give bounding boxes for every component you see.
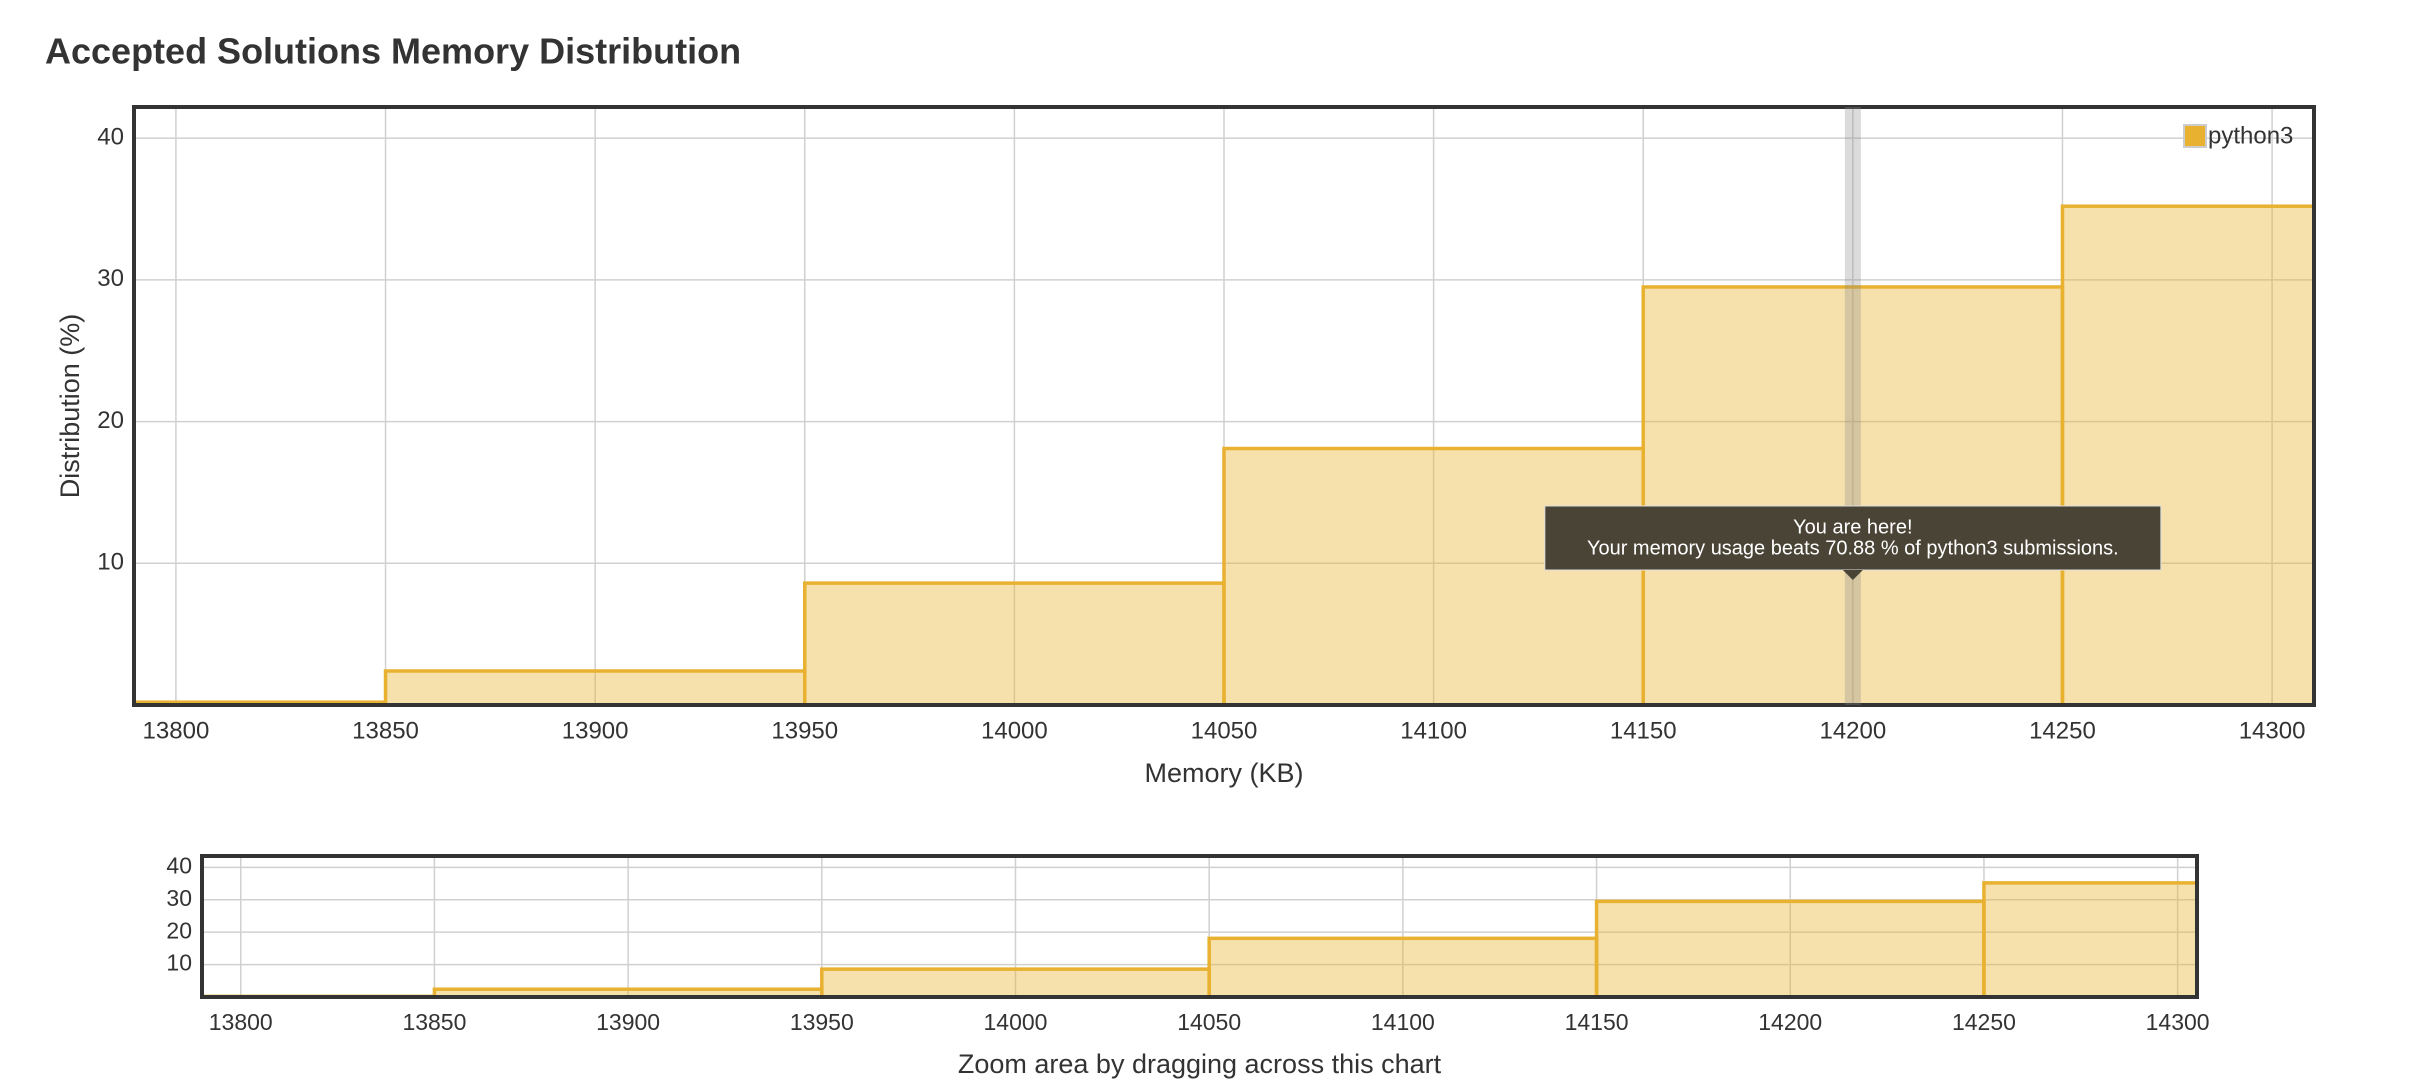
bar	[1207, 936, 1599, 997]
y-tick-label: 10	[166, 950, 192, 976]
y-axis-label: Distribution (%)	[55, 314, 85, 499]
x-tick-label: 13850	[402, 1009, 466, 1035]
legend-swatch[interactable]	[2183, 124, 2207, 148]
x-tick-label: 14300	[2239, 717, 2306, 744]
bar	[1641, 285, 2065, 705]
x-tick-label: 14100	[1371, 1009, 1435, 1035]
x-tick-label: 13950	[771, 717, 838, 744]
x-tick-label: 13850	[352, 717, 419, 744]
x-tick-label: 13900	[562, 717, 629, 744]
x-tick-label: 14000	[981, 717, 1048, 744]
y-tick-label: 40	[97, 124, 124, 151]
bar	[2060, 204, 2314, 705]
plot-frame	[200, 854, 2199, 999]
y-tick-label: 30	[97, 265, 124, 292]
bar	[1594, 899, 1986, 997]
tooltip-text: Your memory usage beats 70.88 % of pytho…	[1587, 537, 2119, 559]
x-tick-label: 13950	[790, 1009, 854, 1035]
x-tick-label: 13800	[209, 1009, 273, 1035]
legend-label[interactable]: python3	[2208, 122, 2293, 149]
y-tick-label: 10	[97, 549, 124, 576]
y-tick-label: 20	[166, 917, 192, 943]
bar	[1222, 446, 1645, 705]
tooltip-box	[1544, 505, 2162, 571]
x-tick-label: 14200	[1758, 1009, 1822, 1035]
bar	[1982, 881, 2197, 997]
tooltip-arrow	[1842, 570, 1863, 580]
bars	[134, 204, 2314, 705]
bar	[820, 967, 1211, 997]
x-tick-label: 14050	[1191, 717, 1258, 744]
bars	[202, 881, 2197, 997]
bar	[383, 669, 807, 705]
x-tick-label: 14050	[1177, 1009, 1241, 1035]
y-tick-label: 40	[166, 852, 192, 878]
x-tick-label: 14100	[1400, 717, 1467, 744]
marker-band	[1844, 107, 1861, 705]
tooltip-title: You are here!	[1793, 516, 1912, 538]
x-tick-label: 14200	[1819, 717, 1886, 744]
x-tick-label: 14150	[1565, 1009, 1629, 1035]
navigator-caption: Zoom area by dragging across this chart	[958, 1049, 1442, 1079]
plot-frame	[132, 105, 2316, 707]
bar	[803, 581, 1226, 705]
x-tick-label: 14250	[2029, 717, 2096, 744]
x-tick-label: 14250	[1952, 1009, 2016, 1035]
x-tick-label: 14150	[1610, 717, 1677, 744]
y-tick-label: 20	[97, 407, 124, 434]
x-tick-label: 13800	[143, 717, 210, 744]
x-tick-label: 14300	[2146, 1009, 2210, 1035]
chart-title: Accepted Solutions Memory Distribution	[45, 31, 741, 72]
y-tick-label: 30	[166, 885, 192, 911]
x-axis-label: Memory (KB)	[1144, 758, 1303, 788]
x-tick-label: 13900	[596, 1009, 660, 1035]
x-tick-label: 14000	[984, 1009, 1048, 1035]
